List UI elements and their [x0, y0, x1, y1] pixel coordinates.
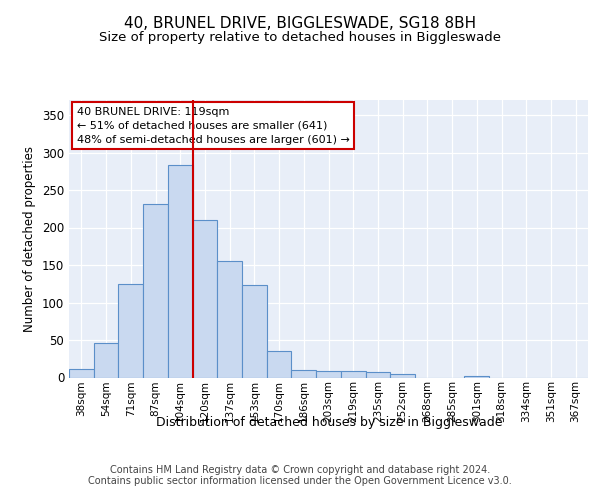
Bar	[69, 369, 94, 378]
Bar	[193, 220, 217, 378]
Bar	[118, 284, 143, 378]
Text: Distribution of detached houses by size in Biggleswade: Distribution of detached houses by size …	[155, 416, 502, 429]
Text: Contains public sector information licensed under the Open Government Licence v3: Contains public sector information licen…	[88, 476, 512, 486]
Bar	[168, 164, 193, 378]
Bar	[316, 371, 341, 378]
Text: Contains HM Land Registry data © Crown copyright and database right 2024.: Contains HM Land Registry data © Crown c…	[110, 465, 490, 475]
Bar	[217, 261, 242, 378]
Bar	[292, 370, 316, 378]
Y-axis label: Number of detached properties: Number of detached properties	[23, 146, 37, 332]
Bar	[267, 351, 292, 378]
Text: 40, BRUNEL DRIVE, BIGGLESWADE, SG18 8BH: 40, BRUNEL DRIVE, BIGGLESWADE, SG18 8BH	[124, 16, 476, 32]
Text: Size of property relative to detached houses in Biggleswade: Size of property relative to detached ho…	[99, 32, 501, 44]
Bar	[143, 204, 168, 378]
Bar	[341, 371, 365, 378]
Bar	[242, 284, 267, 378]
Bar	[365, 372, 390, 378]
Bar	[464, 376, 489, 378]
Text: 40 BRUNEL DRIVE: 119sqm
← 51% of detached houses are smaller (641)
48% of semi-d: 40 BRUNEL DRIVE: 119sqm ← 51% of detache…	[77, 107, 350, 145]
Bar	[94, 343, 118, 378]
Bar	[390, 374, 415, 378]
